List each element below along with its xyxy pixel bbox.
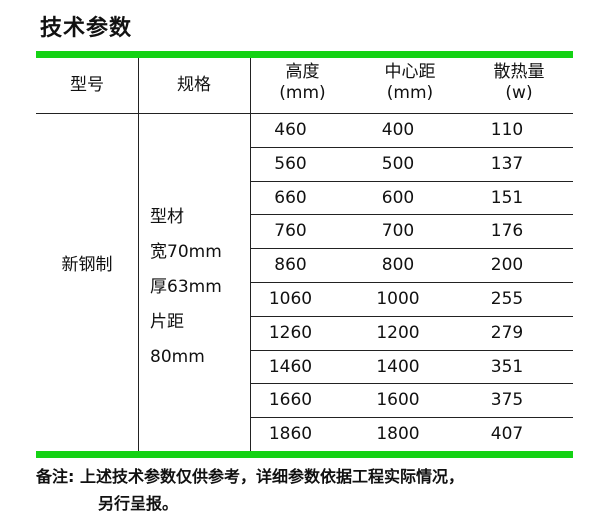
table-cell: 407 [490,424,524,445]
table-cell: 1600 [376,390,420,411]
row-divider [250,146,573,148]
bottom-green-bar [36,451,573,458]
table-cell: 1800 [376,424,420,445]
table-cell: 200 [490,255,524,276]
table-cell: 1400 [376,356,420,377]
note-text: 上述技术参数仅供参考，详细参数依据工程实际情况， [79,467,464,486]
table-cell: 560 [274,153,307,174]
row-divider [250,383,573,385]
table-cell: 351 [490,356,524,377]
table-cell: 1200 [376,322,420,343]
spec-cell: 型材 宽70mm 厚63mm 片距 80mm [150,200,222,375]
row-divider [250,180,573,182]
table-cell: 110 [490,120,524,140]
table-cell: 500 [381,153,415,174]
page-title: 技术参数 [40,16,133,41]
table-cell: 1000 [376,289,420,309]
note-label: 备注: [36,467,75,486]
header-divider [36,113,573,114]
table-cell: 660 [274,187,307,208]
table-cell: 760 [274,221,307,242]
table-cell: 700 [381,221,415,242]
row-divider [250,248,573,250]
column-header: 型号 [36,75,138,96]
spec-line: 厚63mm [150,277,222,297]
table-cell: 400 [381,120,415,140]
table-cell: 151 [490,187,524,208]
table-cell: 255 [490,289,524,309]
header-label: 散热量 [493,62,545,82]
row-divider [250,349,573,351]
spec-line: 片距 [150,312,184,332]
row-divider [250,214,573,216]
divider [138,58,139,451]
column-header: 中心距 (mm) [355,62,465,104]
table-cell: 1260 [268,322,313,343]
spec-line: 型材 [150,207,184,227]
header-label: 规格 [177,75,211,95]
table-cell: 800 [381,255,415,276]
top-green-bar [36,51,573,58]
table-cell: 1860 [268,424,313,445]
row-divider [250,417,573,419]
column-header: 规格 [138,75,250,96]
table-cell: 460 [274,120,307,140]
table-cell: 176 [490,221,524,242]
header-unit: (mm) [279,83,326,103]
row-divider [250,315,573,317]
column-header: 高度 (mm) [250,62,355,104]
spec-line: 宽70mm [150,242,222,262]
table-cell: 137 [490,153,524,174]
note-text-2: 另行呈报。 [98,494,179,513]
header-label: 型号 [70,75,104,95]
table-cell: 860 [274,255,307,276]
note: 备注: 上述技术参数仅供参考，详细参数依据工程实际情况， [36,464,464,490]
table-cell: 1060 [268,289,313,309]
model-cell: 新钢制 [61,255,113,275]
header-unit: (mm) [386,83,434,103]
divider [250,58,251,451]
column-header: 散热量 (w) [465,62,573,104]
table-cell: 1660 [268,390,313,411]
row-divider [250,282,573,283]
table-cell: 279 [490,322,524,343]
header-label: 中心距 [384,62,436,82]
spec-line: 80mm [150,347,205,367]
table-cell: 1460 [268,356,313,377]
header-label: 高度 [285,62,320,82]
table-cell: 375 [490,390,524,411]
header-unit: (w) [505,83,533,103]
table-cell: 600 [381,187,415,208]
